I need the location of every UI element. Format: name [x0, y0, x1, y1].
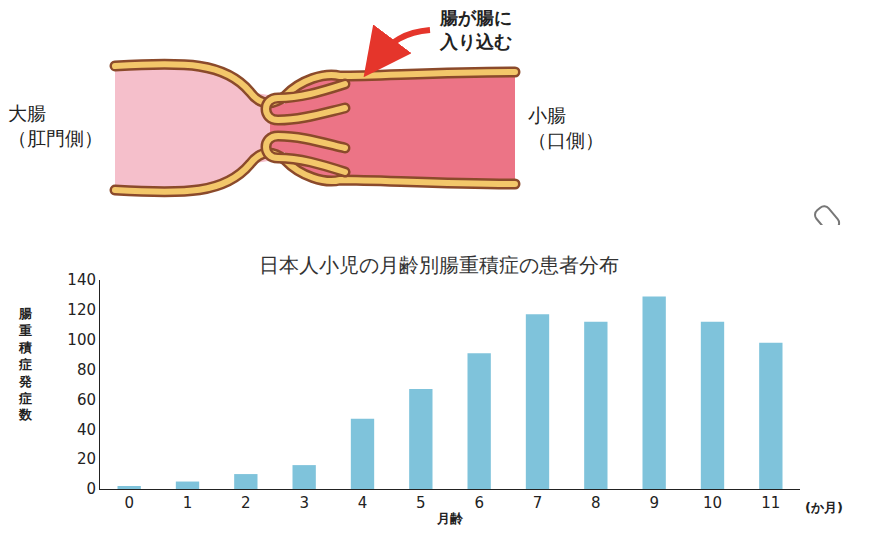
svg-text:9: 9 [649, 494, 659, 512]
svg-text:日本人小児の月齢別腸重積症の患者分布: 日本人小児の月齢別腸重積症の患者分布 [259, 253, 619, 277]
svg-text:6: 6 [474, 494, 484, 512]
svg-text:20: 20 [77, 450, 96, 468]
svg-text:（口側）: （口側） [528, 129, 604, 151]
svg-text:11: 11 [761, 494, 780, 512]
svg-text:7: 7 [533, 494, 543, 512]
svg-text:2: 2 [241, 494, 251, 512]
svg-text:1: 1 [183, 494, 193, 512]
svg-text:(か月): (か月) [805, 500, 843, 515]
svg-text:40: 40 [77, 421, 96, 439]
svg-text:腸重積症発症数: 腸重積症発症数 [18, 306, 33, 422]
svg-text:140: 140 [67, 271, 96, 289]
svg-text:（肛門側）: （肛門側） [8, 127, 103, 149]
svg-text:100: 100 [67, 331, 96, 349]
svg-text:5: 5 [416, 494, 426, 512]
svg-text:月齢: 月齢 [436, 511, 464, 526]
svg-text:10: 10 [703, 494, 722, 512]
svg-text:腸が腸に: 腸が腸に [439, 7, 512, 28]
svg-text:120: 120 [67, 301, 96, 319]
svg-text:大腸: 大腸 [8, 102, 46, 124]
svg-text:0: 0 [124, 494, 134, 512]
svg-text:小腸: 小腸 [528, 104, 566, 126]
svg-text:60: 60 [77, 391, 96, 409]
svg-text:0: 0 [86, 480, 96, 498]
svg-text:3: 3 [299, 494, 309, 512]
svg-text:4: 4 [358, 494, 368, 512]
svg-text:8: 8 [591, 494, 601, 512]
svg-text:入り込む: 入り込む [439, 31, 512, 52]
svg-text:80: 80 [77, 361, 96, 379]
